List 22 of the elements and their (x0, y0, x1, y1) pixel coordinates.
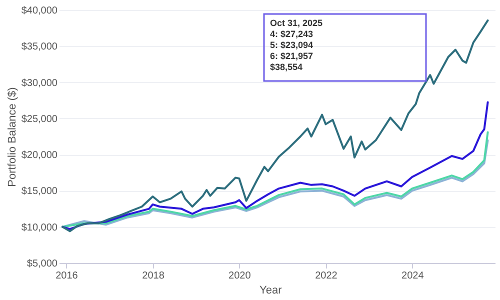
x-axis-title: Year (260, 284, 282, 296)
y-tick-label: $15,000 (21, 186, 58, 198)
x-tick-label: 2024 (402, 270, 424, 282)
annotation: $38,554 (270, 62, 303, 72)
y-tick-label: $30,000 (21, 78, 58, 89)
y-tick-label: $40,000 (21, 6, 58, 16)
x-tick-label: 2020 (228, 270, 252, 282)
y-tick-label: $20,000 (21, 150, 58, 162)
annotation: 5: $23,094 (270, 40, 314, 50)
annotation: 4: $27,243 (270, 29, 314, 39)
x-tick-label: 2018 (142, 270, 165, 282)
annotation: 6: $21,957 (270, 51, 314, 61)
x-tick-label: 2016 (56, 270, 78, 282)
annotation: Oct 31, 2025 (270, 18, 323, 28)
line-series (62, 19, 489, 232)
y-tick-label: $25,000 (21, 114, 58, 125)
y-tick-label: $5,000 (26, 258, 58, 270)
y-tick-label: $10,000 (21, 222, 58, 234)
x-tick-label: 2022 (315, 270, 338, 282)
y-tick-label: $35,000 (21, 42, 58, 53)
y-axis-title: Portfolio Balance ($) (6, 87, 18, 187)
line-series (62, 101, 489, 230)
